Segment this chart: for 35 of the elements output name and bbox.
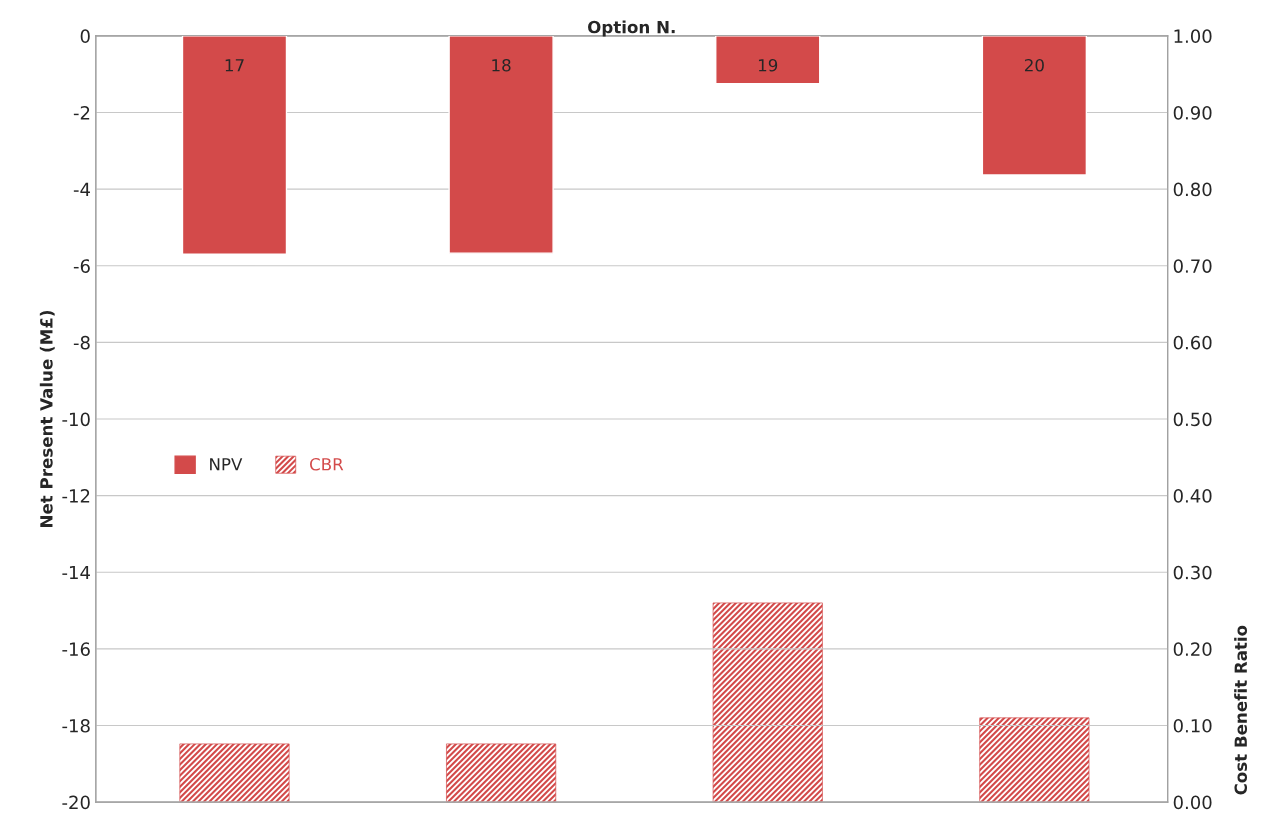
- y-tick-label: -10: [62, 412, 90, 427]
- y2-tick-label: 0.30: [1173, 565, 1212, 580]
- y2-tick-label: 0.90: [1173, 105, 1212, 120]
- x-tick-label: 19: [758, 58, 778, 72]
- x-tick-label: 20: [1024, 58, 1044, 72]
- y-tick-label: -14: [62, 565, 90, 580]
- y2-tick-label: 0.50: [1173, 412, 1212, 427]
- y-tick-label: -2: [73, 105, 90, 120]
- legend-label: NPV: [210, 458, 243, 471]
- bar: [979, 717, 1090, 803]
- y2-tick-label: 0.40: [1173, 489, 1212, 503]
- y-tick-label: -8: [73, 335, 90, 350]
- legend-label: CBR: [310, 457, 344, 471]
- x-axis-title: Option N.: [588, 20, 675, 37]
- bar: [712, 602, 823, 803]
- y-tick-label: -20: [62, 795, 90, 810]
- y-tick-label: 0: [80, 29, 90, 44]
- y-tick-label: -16: [62, 642, 90, 656]
- x-tick-label: 17: [225, 59, 244, 72]
- y2-tick-label: 0.60: [1173, 335, 1212, 350]
- bar: [179, 743, 290, 803]
- y2-tick-label: 0.10: [1173, 718, 1212, 733]
- y2-tick-label: 0.00: [1173, 795, 1212, 810]
- y-tick-label: -6: [73, 259, 90, 273]
- y2-tick-label: 0.80: [1173, 182, 1212, 197]
- y2-tick-label: 0.20: [1173, 642, 1212, 656]
- y2-tick-label: 1.00: [1174, 29, 1212, 44]
- y2-tick-label: 0.70: [1173, 259, 1212, 273]
- bar: [446, 743, 557, 803]
- y-tick-label: -4: [73, 182, 90, 197]
- y2-axis-title: Cost Benefit Ratio: [1234, 625, 1248, 795]
- y-tick-label: -12: [62, 489, 90, 503]
- y-tick-label: -18: [62, 718, 90, 733]
- x-tick-label: 18: [492, 58, 511, 72]
- y-axis-title: Net Present Value (M£): [39, 310, 55, 527]
